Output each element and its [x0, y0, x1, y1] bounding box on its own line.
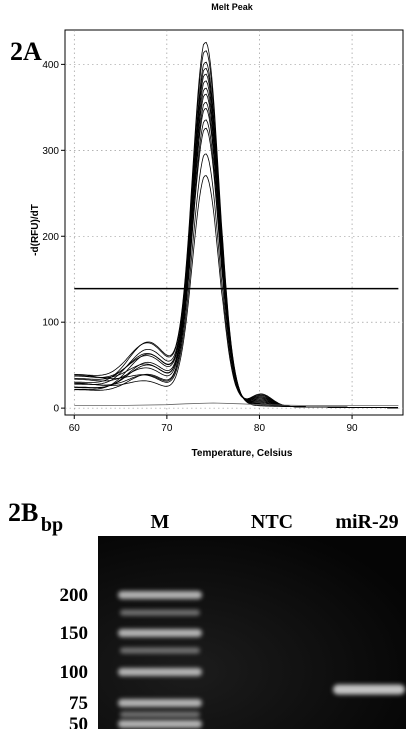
y-axis-label: -d(RFU)/dT — [30, 204, 41, 256]
melt-curve-3 — [74, 61, 398, 409]
bp-label-50: 50 — [69, 714, 88, 729]
melt-curves — [74, 41, 399, 409]
ladder-band-minor — [120, 711, 200, 718]
ladder-band-200 — [118, 591, 202, 599]
x-tick-label: 60 — [69, 423, 81, 434]
melt-curve-5 — [74, 73, 398, 409]
x-axis-ticks: 60 70 80 90 — [69, 415, 358, 434]
melt-curve-4 — [74, 67, 398, 409]
melt-curve-8 — [74, 93, 398, 409]
ladder-bands — [118, 591, 202, 728]
melt-curve-14 — [74, 175, 398, 409]
bp-label-200: 200 — [60, 585, 89, 606]
melt-curve-1 — [74, 41, 398, 409]
ladder-band-50 — [118, 720, 202, 728]
panel-b-label: 2B — [8, 498, 38, 527]
ladder-band-75 — [118, 699, 202, 707]
melt-curve-6 — [74, 80, 398, 409]
x-tick-label: 90 — [347, 423, 359, 434]
bp-label-150: 150 — [60, 623, 89, 644]
y-tick-label: 0 — [53, 404, 59, 415]
lane-label-m: M — [151, 511, 170, 533]
y-tick-label: 200 — [42, 232, 59, 243]
lane-label-ntc: NTC — [251, 511, 293, 533]
melt-peak-plot: 60 70 80 90 0 100 200 300 400 — [42, 29, 404, 434]
ladder-band-minor — [120, 609, 200, 616]
y-tick-label: 100 — [42, 318, 59, 329]
chart-title: Melt Peak — [211, 2, 254, 12]
bp-label-75: 75 — [69, 693, 88, 714]
grid — [65, 30, 403, 415]
ladder-band-150 — [118, 629, 202, 637]
melt-curve-11 — [74, 119, 398, 409]
mir29-band — [333, 684, 405, 695]
ntc-baseline-curve — [74, 402, 399, 406]
y-axis-ticks: 0 100 200 300 400 — [42, 60, 65, 415]
x-tick-label: 80 — [254, 423, 266, 434]
lane-label-mir29: miR-29 — [335, 511, 398, 533]
melt-curve-7 — [74, 87, 398, 409]
plot-frame — [64, 29, 404, 416]
bp-unit-label: bp — [41, 514, 63, 536]
bp-label-100: 100 — [60, 662, 89, 683]
melt-curve-9 — [74, 101, 398, 409]
sample-bands — [333, 684, 405, 695]
ladder-band-100 — [118, 668, 202, 676]
x-tick-label: 70 — [161, 423, 173, 434]
ladder-band-minor — [120, 647, 200, 654]
melt-curve-2 — [74, 50, 398, 409]
panel-a-label: 2A — [10, 37, 42, 66]
x-axis-label: Temperature, Celsius — [192, 448, 293, 459]
y-tick-label: 400 — [42, 60, 59, 71]
y-tick-label: 300 — [42, 146, 59, 157]
